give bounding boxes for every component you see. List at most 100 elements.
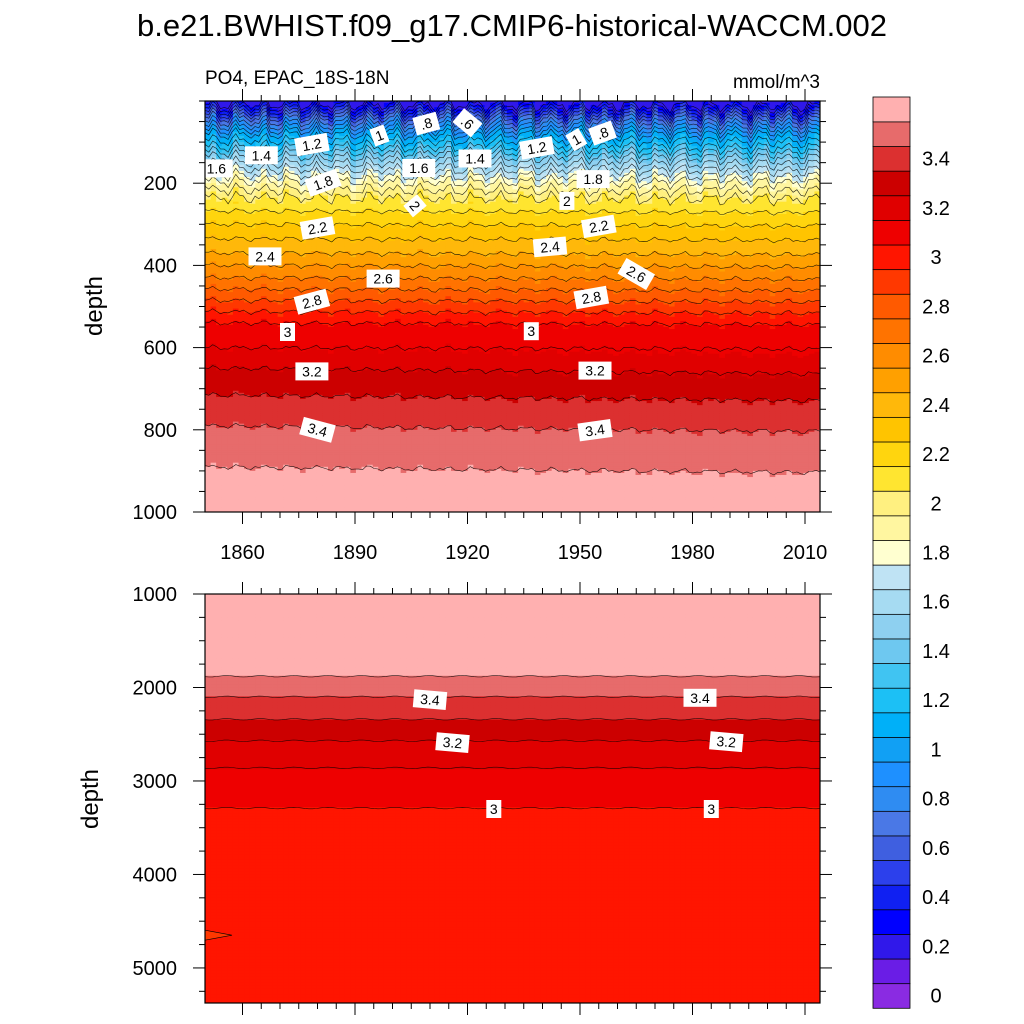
- fill-cell: [322, 411, 329, 414]
- fill-cell: [266, 413, 273, 417]
- fill-cell: [266, 285, 273, 289]
- fill-cell: [205, 413, 212, 417]
- fill-cell: [311, 479, 318, 482]
- fill-cell: [311, 127, 318, 131]
- fill-cell: [260, 431, 268, 435]
- fill-cell: [266, 318, 273, 322]
- fill-cell: [249, 283, 256, 287]
- fill-cell: [238, 197, 245, 201]
- fill-cell: [255, 105, 262, 108]
- fill-cell: [305, 489, 312, 493]
- fill-cell: [216, 335, 223, 338]
- fill-cell: [305, 253, 312, 256]
- fill-cell: [266, 407, 273, 410]
- fill-cell: [311, 477, 318, 480]
- fill-cell: [210, 314, 217, 318]
- fill-cell: [311, 172, 318, 176]
- fill-cell: [205, 121, 212, 125]
- fill-cell: [300, 411, 307, 414]
- fill-cell: [277, 357, 284, 361]
- fill-cell: [266, 101, 273, 104]
- fill-cell: [221, 477, 228, 480]
- fill-cell: [260, 415, 268, 419]
- fill-cell: [266, 131, 273, 135]
- fill-cell: [283, 407, 290, 410]
- fill-cell: [260, 129, 268, 133]
- fill-cell: [260, 491, 268, 495]
- fill-cell: [322, 386, 329, 390]
- fill-cell: [283, 509, 290, 512]
- fill-cell: [266, 205, 273, 209]
- fill-cell: [288, 133, 296, 137]
- fill-cell: [272, 507, 279, 511]
- fill-cell: [300, 248, 307, 252]
- fill-cell: [311, 390, 318, 394]
- fill-cell: [221, 325, 228, 328]
- fill-cell: [316, 355, 324, 359]
- fill-cell: [288, 304, 296, 308]
- fill-cell: [232, 263, 240, 266]
- fill-cell: [249, 491, 256, 495]
- fill-cell: [216, 201, 223, 205]
- fill-cell: [221, 111, 228, 114]
- fill-cell: [210, 497, 217, 501]
- fill-cell: [272, 205, 279, 209]
- fill-cell: [300, 316, 307, 320]
- fill-cell: [255, 281, 262, 285]
- fill-cell: [288, 306, 296, 310]
- fill-cell: [221, 316, 228, 320]
- fill-cell: [244, 337, 251, 340]
- fill-cell: [322, 325, 329, 328]
- fill-cell: [305, 509, 312, 512]
- fill-cell: [277, 302, 284, 306]
- fill-cell: [316, 347, 324, 351]
- fill-cell: [283, 314, 290, 318]
- fill-cell: [244, 497, 251, 501]
- fill-cell: [210, 452, 217, 456]
- fill-cell: [294, 207, 301, 211]
- fill-cell: [216, 127, 223, 131]
- fill-cell: [322, 261, 329, 264]
- fill-cell: [283, 195, 290, 199]
- fill-cell: [272, 485, 279, 488]
- fill-cell: [205, 265, 212, 269]
- fill-cell: [205, 261, 212, 264]
- fill-cell: [288, 419, 296, 423]
- fill-cell: [232, 261, 240, 264]
- fill-cell: [300, 450, 307, 454]
- fill-cell: [232, 366, 240, 369]
- fill-cell: [322, 318, 329, 322]
- fill-cell: [227, 401, 234, 404]
- fill-cell: [272, 458, 279, 462]
- fill-cell: [227, 306, 234, 310]
- fill-cell: [255, 183, 262, 186]
- fill-cell: [221, 456, 228, 460]
- fill-cell: [249, 487, 256, 490]
- fill-cell: [232, 322, 240, 326]
- fill-cell: [238, 107, 245, 110]
- fill-cell: [283, 477, 290, 480]
- fill-cell: [227, 493, 234, 497]
- fill-cell: [311, 413, 318, 417]
- fill-cell: [272, 107, 279, 110]
- fill-cell: [205, 442, 212, 445]
- fill-cell: [205, 238, 212, 242]
- fill-cell: [216, 460, 223, 464]
- fill-cell: [221, 302, 228, 306]
- fill-cell: [305, 131, 312, 135]
- fill-cell: [260, 211, 268, 215]
- fill-cell: [260, 290, 268, 293]
- fill-cell: [260, 477, 268, 480]
- fill-cell: [227, 226, 234, 230]
- fill-cell: [221, 438, 228, 441]
- fill-cell: [205, 398, 212, 402]
- fill-cell: [221, 485, 228, 488]
- fill-cell: [210, 390, 217, 394]
- fill-cell: [232, 429, 240, 433]
- fill-cell: [300, 127, 307, 131]
- fill-cell: [322, 168, 329, 172]
- fill-cell: [266, 238, 273, 242]
- fill-cell: [244, 331, 251, 334]
- fill-cell: [288, 261, 296, 264]
- fill-cell: [311, 460, 318, 464]
